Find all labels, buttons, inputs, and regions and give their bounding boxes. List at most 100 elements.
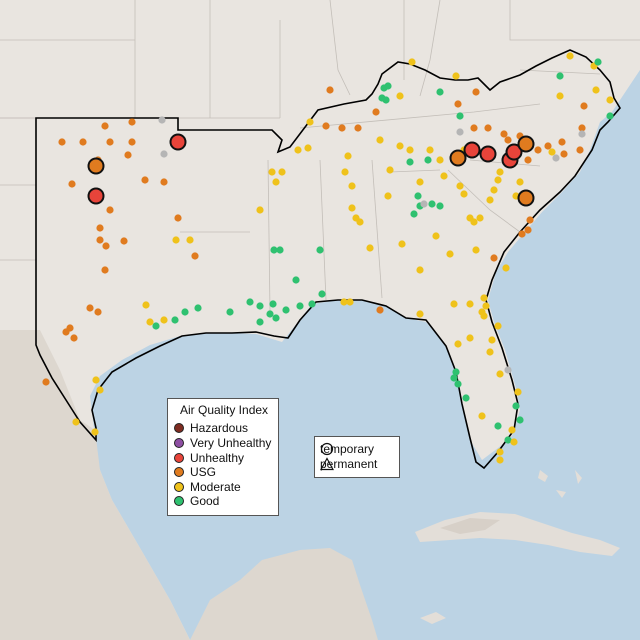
monitor-marker-small[interactable] — [356, 218, 364, 226]
monitor-marker-small[interactable] — [476, 214, 484, 222]
monitor-marker-small[interactable] — [482, 302, 490, 310]
monitor-marker-small[interactable] — [316, 246, 324, 254]
monitor-marker-small[interactable] — [256, 206, 264, 214]
monitor-marker-small[interactable] — [101, 266, 109, 274]
monitor-marker-small[interactable] — [146, 318, 154, 326]
monitor-marker-small[interactable] — [160, 316, 168, 324]
monitor-marker-small[interactable] — [558, 138, 566, 146]
monitor-marker-small[interactable] — [496, 448, 504, 456]
monitor-marker-small[interactable] — [96, 236, 104, 244]
monitor-marker-small[interactable] — [454, 100, 462, 108]
monitor-marker-small[interactable] — [420, 200, 428, 208]
monitor-marker-large[interactable] — [505, 143, 523, 161]
monitor-marker-small[interactable] — [516, 416, 524, 424]
monitor-marker-small[interactable] — [594, 58, 602, 66]
monitor-marker-small[interactable] — [516, 178, 524, 186]
monitor-marker-small[interactable] — [524, 226, 532, 234]
monitor-marker-small[interactable] — [266, 310, 274, 318]
monitor-marker-small[interactable] — [124, 151, 132, 159]
monitor-marker-small[interactable] — [490, 186, 498, 194]
monitor-marker-small[interactable] — [120, 237, 128, 245]
monitor-marker-small[interactable] — [440, 172, 448, 180]
monitor-marker-small[interactable] — [480, 312, 488, 320]
monitor-marker-small[interactable] — [524, 156, 532, 164]
monitor-marker-small[interactable] — [304, 144, 312, 152]
monitor-marker-small[interactable] — [86, 304, 94, 312]
monitor-marker-small[interactable] — [548, 148, 556, 156]
monitor-marker-small[interactable] — [406, 158, 414, 166]
monitor-marker-small[interactable] — [160, 150, 168, 158]
monitor-marker-small[interactable] — [384, 82, 392, 90]
monitor-marker-small[interactable] — [460, 190, 468, 198]
monitor-marker-small[interactable] — [410, 210, 418, 218]
monitor-marker-small[interactable] — [282, 306, 290, 314]
monitor-marker-small[interactable] — [141, 176, 149, 184]
monitor-marker-small[interactable] — [592, 86, 600, 94]
monitor-marker-small[interactable] — [556, 72, 564, 80]
monitor-marker-small[interactable] — [462, 394, 470, 402]
monitor-marker-small[interactable] — [72, 418, 80, 426]
monitor-marker-small[interactable] — [70, 334, 78, 342]
monitor-marker-small[interactable] — [466, 300, 474, 308]
monitor-marker-small[interactable] — [408, 58, 416, 66]
monitor-marker-small[interactable] — [398, 240, 406, 248]
monitor-marker-small[interactable] — [269, 300, 277, 308]
monitor-marker-large[interactable] — [169, 133, 187, 151]
monitor-marker-small[interactable] — [552, 154, 560, 162]
monitor-marker-small[interactable] — [578, 130, 586, 138]
monitor-marker-small[interactable] — [446, 250, 454, 258]
monitor-marker-small[interactable] — [102, 242, 110, 250]
monitor-marker-small[interactable] — [101, 122, 109, 130]
monitor-marker-small[interactable] — [256, 302, 264, 310]
monitor-marker-small[interactable] — [276, 246, 284, 254]
monitor-marker-small[interactable] — [171, 316, 179, 324]
monitor-marker-small[interactable] — [488, 336, 496, 344]
monitor-marker-small[interactable] — [79, 138, 87, 146]
monitor-marker-small[interactable] — [308, 300, 316, 308]
monitor-marker-small[interactable] — [376, 306, 384, 314]
monitor-marker-large[interactable] — [87, 157, 105, 175]
monitor-marker-small[interactable] — [470, 124, 478, 132]
monitor-marker-small[interactable] — [272, 178, 280, 186]
monitor-marker-small[interactable] — [494, 422, 502, 430]
monitor-marker-small[interactable] — [348, 182, 356, 190]
monitor-marker-small[interactable] — [484, 124, 492, 132]
monitor-marker-small[interactable] — [580, 102, 588, 110]
monitor-marker-small[interactable] — [560, 150, 568, 158]
monitor-marker-small[interactable] — [496, 370, 504, 378]
monitor-marker-small[interactable] — [96, 386, 104, 394]
monitor-marker-small[interactable] — [406, 146, 414, 154]
monitor-marker-small[interactable] — [416, 178, 424, 186]
monitor-marker-small[interactable] — [226, 308, 234, 316]
monitor-marker-small[interactable] — [416, 266, 424, 274]
monitor-markers[interactable] — [42, 52, 614, 464]
monitor-marker-small[interactable] — [396, 142, 404, 150]
monitor-marker-small[interactable] — [91, 428, 99, 436]
monitor-marker-small[interactable] — [128, 118, 136, 126]
monitor-marker-small[interactable] — [306, 118, 314, 126]
monitor-marker-small[interactable] — [472, 88, 480, 96]
monitor-marker-small[interactable] — [426, 146, 434, 154]
monitor-marker-small[interactable] — [152, 322, 160, 330]
monitor-marker-small[interactable] — [348, 204, 356, 212]
monitor-marker-small[interactable] — [158, 116, 166, 124]
monitor-marker-small[interactable] — [432, 232, 440, 240]
monitor-marker-small[interactable] — [346, 298, 354, 306]
monitor-marker-small[interactable] — [510, 438, 518, 446]
monitor-marker-large[interactable] — [517, 189, 535, 207]
monitor-marker-large[interactable] — [517, 135, 535, 153]
monitor-marker-small[interactable] — [338, 124, 346, 132]
monitor-marker-small[interactable] — [172, 236, 180, 244]
monitor-marker-small[interactable] — [494, 322, 502, 330]
monitor-marker-small[interactable] — [194, 304, 202, 312]
monitor-marker-small[interactable] — [500, 130, 508, 138]
monitor-marker-small[interactable] — [518, 230, 526, 238]
monitor-marker-small[interactable] — [96, 224, 104, 232]
monitor-marker-small[interactable] — [58, 138, 66, 146]
monitor-marker-small[interactable] — [384, 192, 392, 200]
monitor-marker-small[interactable] — [128, 138, 136, 146]
monitor-marker-small[interactable] — [268, 168, 276, 176]
monitor-marker-small[interactable] — [181, 308, 189, 316]
monitor-marker-small[interactable] — [292, 276, 300, 284]
